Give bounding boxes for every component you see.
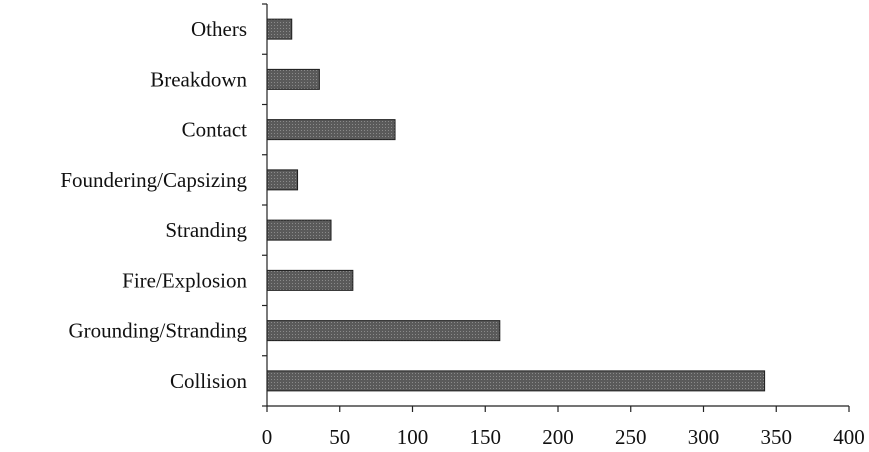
category-labels: Collision Grounding/Stranding Fire/Explosi… (60, 17, 247, 393)
category-label: Breakdown (150, 67, 247, 91)
x-tick-label: 400 (833, 425, 865, 449)
axes-group (267, 4, 849, 406)
category-label: Fire/Explosion (122, 268, 247, 292)
bar-foundering-capsizing (267, 170, 298, 190)
x-tick-label: 50 (329, 425, 350, 449)
category-label: Grounding/Stranding (69, 319, 248, 343)
category-label: Collision (170, 369, 248, 393)
x-tick-label: 250 (615, 425, 647, 449)
bar-contact (267, 120, 395, 140)
bar-stranding (267, 220, 331, 240)
x-tick-label: 300 (688, 425, 720, 449)
bar-grounding-stranding (267, 321, 500, 341)
category-label: Stranding (165, 218, 247, 242)
bar-collision (267, 371, 765, 391)
bars-group (267, 19, 765, 391)
category-label: Others (191, 17, 247, 41)
x-tick-label: 0 (262, 425, 273, 449)
x-tick-label: 150 (470, 425, 502, 449)
category-label: Foundering/Capsizing (60, 168, 247, 192)
bar-breakdown (267, 69, 319, 89)
bar-others (267, 19, 292, 39)
category-label: Contact (182, 118, 247, 142)
x-tick-label: 100 (397, 425, 429, 449)
x-tick-label: 350 (761, 425, 793, 449)
x-tick-label: 200 (542, 425, 574, 449)
bar-fire-explosion (267, 270, 353, 290)
